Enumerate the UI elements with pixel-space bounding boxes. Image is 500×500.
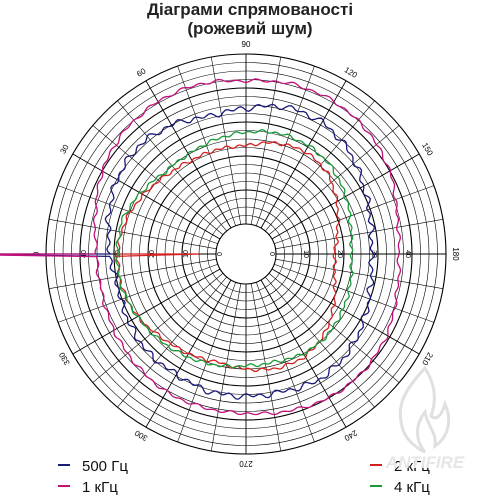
- title-line-2: (рожевий шум): [187, 19, 313, 38]
- legend-swatch-1khz: [58, 485, 70, 488]
- grid-spoke: [260, 279, 347, 428]
- angle-label: 60: [135, 66, 148, 79]
- radial-tick-label: 40: [404, 250, 411, 258]
- grid-spoke: [72, 153, 221, 240]
- grid-spoke: [255, 282, 315, 443]
- angle-label: 270: [239, 459, 253, 468]
- series-line-2-кГц: [115, 141, 341, 373]
- grid-spoke: [210, 56, 242, 225]
- grid-spoke: [271, 268, 420, 355]
- series-line-1-кГц: [0, 78, 402, 416]
- legend-label-500hz: 500 Гц: [82, 458, 128, 475]
- grid-spoke: [177, 65, 237, 226]
- legend-label-1khz: 1 кГц: [82, 479, 118, 496]
- grid-spoke: [57, 185, 218, 245]
- radial-tick-label: 10: [302, 250, 309, 258]
- grid-spoke: [268, 273, 400, 383]
- grid-spoke: [145, 80, 232, 229]
- legend-swatch-500hz: [58, 464, 70, 467]
- grid-spoke: [274, 185, 435, 245]
- title-line-1: Діаграми спрямованості: [146, 0, 354, 19]
- grid-spoke: [275, 258, 444, 290]
- grid-spoke: [268, 125, 400, 235]
- angle-label: 180: [451, 247, 460, 261]
- grid-spoke: [250, 283, 282, 452]
- grid-spoke: [57, 263, 218, 323]
- grid-spoke: [271, 153, 420, 240]
- angle-label: 150: [420, 141, 435, 158]
- angle-label: 300: [133, 428, 150, 443]
- radial-tick-label: 0: [268, 252, 275, 256]
- grid-spoke: [275, 218, 444, 250]
- antifire-watermark-logo: ANTIFIRE: [385, 365, 465, 472]
- radial-tick-label: 0: [217, 252, 224, 256]
- grid-spoke: [210, 283, 242, 452]
- grid-spoke: [92, 125, 224, 235]
- legend-swatch-4khz: [370, 485, 382, 488]
- legend-item-500hz: 500 Гц: [58, 458, 128, 475]
- grid-spoke: [265, 276, 375, 408]
- grid-spoke: [265, 100, 375, 232]
- series-line-500-Гц: [0, 103, 376, 400]
- legend-item-2khz: 2 кГц: [370, 458, 430, 475]
- grid-spoke: [274, 263, 435, 323]
- legend-item-4khz: 4 кГц: [370, 479, 430, 496]
- grid-spoke: [92, 273, 224, 383]
- angle-label: 120: [343, 65, 360, 80]
- grid-spoke: [250, 56, 282, 225]
- chart-title: Діаграми спрямованості (рожевий шум): [0, 0, 500, 38]
- grid-spoke: [48, 258, 217, 290]
- angle-label: 330: [57, 350, 72, 367]
- grid-spoke: [72, 268, 221, 355]
- angle-label: 30: [58, 143, 71, 156]
- grid-circle: [215, 223, 277, 285]
- legend-label-2khz: 2 кГц: [394, 458, 430, 475]
- grid-spoke: [255, 65, 315, 226]
- angle-label: 90: [242, 40, 251, 49]
- legend-swatch-2khz: [370, 464, 382, 467]
- legend-label-4khz: 4 кГц: [394, 479, 430, 496]
- series-line-4-кГц: [115, 129, 354, 369]
- grid-spoke: [48, 218, 217, 250]
- series-lines: [0, 78, 402, 416]
- watermark-text: ANTIFIRE: [385, 453, 465, 472]
- grid-spoke: [117, 276, 227, 408]
- radial-tick-label: 20: [336, 250, 343, 258]
- grid-spoke: [260, 80, 347, 229]
- legend-item-1khz: 1 кГц: [58, 479, 118, 496]
- angle-label: 240: [342, 428, 359, 443]
